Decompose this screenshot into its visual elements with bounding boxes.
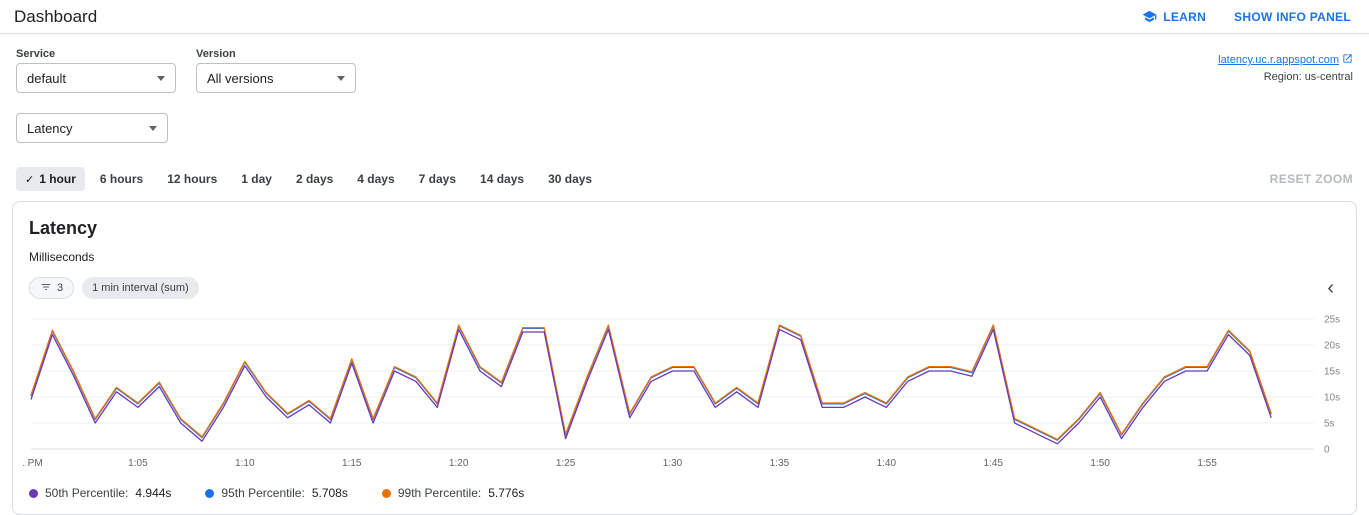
- metric-select[interactable]: Latency: [16, 113, 168, 143]
- latency-plot-svg[interactable]: 0 5s 10s 15s 20s 25s 1 PM 1:05 1:10 1:15 1:20 1:25 1…: [19, 309, 1362, 477]
- svg-text:1:15: 1:15: [342, 458, 362, 469]
- interval-chip[interactable]: 1 min interval (sum): [82, 277, 199, 299]
- svg-text:1:30: 1:30: [663, 458, 683, 469]
- legend-label: 95th Percentile:: [221, 486, 305, 500]
- svg-text:1:40: 1:40: [877, 458, 897, 469]
- time-range-label: 2 days: [295, 172, 334, 186]
- service-select[interactable]: default: [16, 63, 176, 93]
- service-label: Service: [16, 48, 56, 60]
- latency-chart-card: Latency Milliseconds 3 1 min interval (s…: [12, 201, 1357, 515]
- svg-text:1:45: 1:45: [984, 458, 1004, 469]
- chart-chips-row: 3 1 min interval (sum) ‹: [29, 277, 1340, 299]
- learn-label: LEARN: [1163, 9, 1207, 24]
- legend-value: 5.776s: [488, 486, 525, 500]
- metric-select-value: Latency: [27, 120, 73, 136]
- svg-text:10s: 10s: [1324, 393, 1340, 404]
- time-range-1-hour[interactable]: ✓ 1 hour: [16, 167, 85, 191]
- reset-zoom-button[interactable]: RESET ZOOM: [1269, 172, 1353, 186]
- time-range-label: 30 days: [548, 172, 593, 186]
- filter-chip[interactable]: 3: [29, 277, 75, 299]
- legend-dot-50th: [29, 488, 38, 498]
- time-range-label: 7 days: [418, 172, 457, 186]
- service-select-value: default: [27, 70, 67, 86]
- svg-text:1 PM: 1 PM: [23, 458, 43, 469]
- version-select[interactable]: All versions: [196, 63, 356, 93]
- time-range-label: 4 days: [357, 172, 395, 186]
- time-range-2-days[interactable]: 2 days: [287, 167, 342, 191]
- legend-item-50th-percentile[interactable]: 50th Percentile: 4.944s: [29, 486, 171, 500]
- svg-text:20s: 20s: [1324, 341, 1340, 352]
- filters-row-1: Service default Version All versions lat…: [16, 48, 1353, 93]
- check-icon: ✓: [25, 173, 35, 186]
- filters-row-2: Latency: [16, 113, 1353, 143]
- legend-value: 5.708s: [311, 486, 348, 500]
- legend-label: 99th Percentile:: [397, 486, 482, 500]
- filters-section: Service default Version All versions lat…: [0, 34, 1369, 143]
- time-range-label: 12 hours: [167, 172, 218, 186]
- dropdown-caret-icon: [157, 75, 165, 81]
- legend-item-99th-percentile[interactable]: 99th Percentile: 5.776s: [381, 486, 525, 500]
- legend-label: 50th Percentile:: [45, 486, 129, 500]
- learn-icon: [1142, 9, 1157, 24]
- svg-text:1:05: 1:05: [128, 458, 148, 469]
- page-title: Dashboard: [14, 6, 98, 26]
- version-select-value: All versions: [207, 70, 274, 86]
- chart-card-header: Latency Milliseconds 3 1 min interval (s…: [13, 202, 1356, 299]
- legend-dot-95th: [205, 488, 215, 498]
- legend-dot-99th: [381, 488, 391, 498]
- version-label: Version: [196, 48, 236, 60]
- time-range-1-day[interactable]: 1 day: [232, 167, 281, 191]
- time-range-12-hours[interactable]: 12 hours: [158, 167, 226, 191]
- open-in-new-icon: [1342, 53, 1353, 67]
- show-info-panel-button[interactable]: SHOW INFO PANEL: [1234, 10, 1351, 24]
- legend-value: 4.944s: [135, 486, 172, 500]
- time-range-7-days[interactable]: 7 days: [410, 167, 465, 191]
- svg-text:1:25: 1:25: [556, 458, 576, 469]
- time-range-label: 6 hours: [99, 172, 144, 186]
- version-field: Version All versions: [196, 48, 356, 93]
- region-text: Region: us-central: [1263, 71, 1353, 83]
- time-range-label: 14 days: [480, 172, 525, 186]
- svg-text:1:50: 1:50: [1090, 458, 1110, 469]
- topbar: Dashboard LEARN SHOW INFO PANEL: [0, 0, 1369, 34]
- time-range-label: 1 hour: [39, 172, 76, 186]
- time-range-label: 1 day: [241, 172, 272, 186]
- app-url-link[interactable]: latency.uc.r.appspot.com: [1218, 53, 1353, 67]
- svg-text:1:35: 1:35: [770, 458, 790, 469]
- filter-icon: [40, 281, 52, 296]
- learn-button[interactable]: LEARN: [1142, 9, 1206, 24]
- svg-text:5s: 5s: [1324, 419, 1335, 430]
- svg-text:1:20: 1:20: [449, 458, 469, 469]
- legend-item-95th-percentile[interactable]: 95th Percentile: 5.708s: [205, 486, 348, 500]
- svg-text:0: 0: [1324, 445, 1330, 456]
- time-range-6-hours[interactable]: 6 hours: [91, 167, 152, 191]
- chart-legend: 50th Percentile: 4.944s 95th Percentile:…: [13, 482, 1356, 514]
- time-range-30-days[interactable]: 30 days: [539, 167, 601, 191]
- svg-text:15s: 15s: [1324, 367, 1340, 378]
- chevron-left-icon[interactable]: ‹: [1327, 277, 1334, 299]
- dropdown-caret-icon: [337, 75, 345, 81]
- time-range-4-days[interactable]: 4 days: [348, 167, 403, 191]
- topbar-actions: LEARN SHOW INFO PANEL: [1142, 9, 1351, 24]
- time-range-14-days[interactable]: 14 days: [471, 167, 533, 191]
- app-url-text: latency.uc.r.appspot.com: [1218, 54, 1339, 66]
- time-range-bar: ✓ 1 hour 6 hours 12 hours 1 day 2 days 4…: [16, 167, 1353, 191]
- svg-text:1:10: 1:10: [235, 458, 255, 469]
- filter-chip-count: 3: [57, 282, 64, 294]
- show-info-panel-label: SHOW INFO PANEL: [1234, 9, 1351, 24]
- dropdown-caret-icon: [149, 125, 157, 131]
- app-meta: latency.uc.r.appspot.com Region: us-cent…: [1218, 48, 1353, 83]
- chart-subtitle: Milliseconds: [29, 250, 95, 264]
- svg-text:1:55: 1:55: [1197, 458, 1217, 469]
- svg-text:25s: 25s: [1324, 315, 1340, 326]
- latency-chart[interactable]: 0 5s 10s 15s 20s 25s 1 PM 1:05 1:10 1:15 1:20 1:25 1…: [13, 299, 1356, 482]
- service-field: Service default: [16, 48, 176, 93]
- chart-title: Latency: [29, 218, 98, 238]
